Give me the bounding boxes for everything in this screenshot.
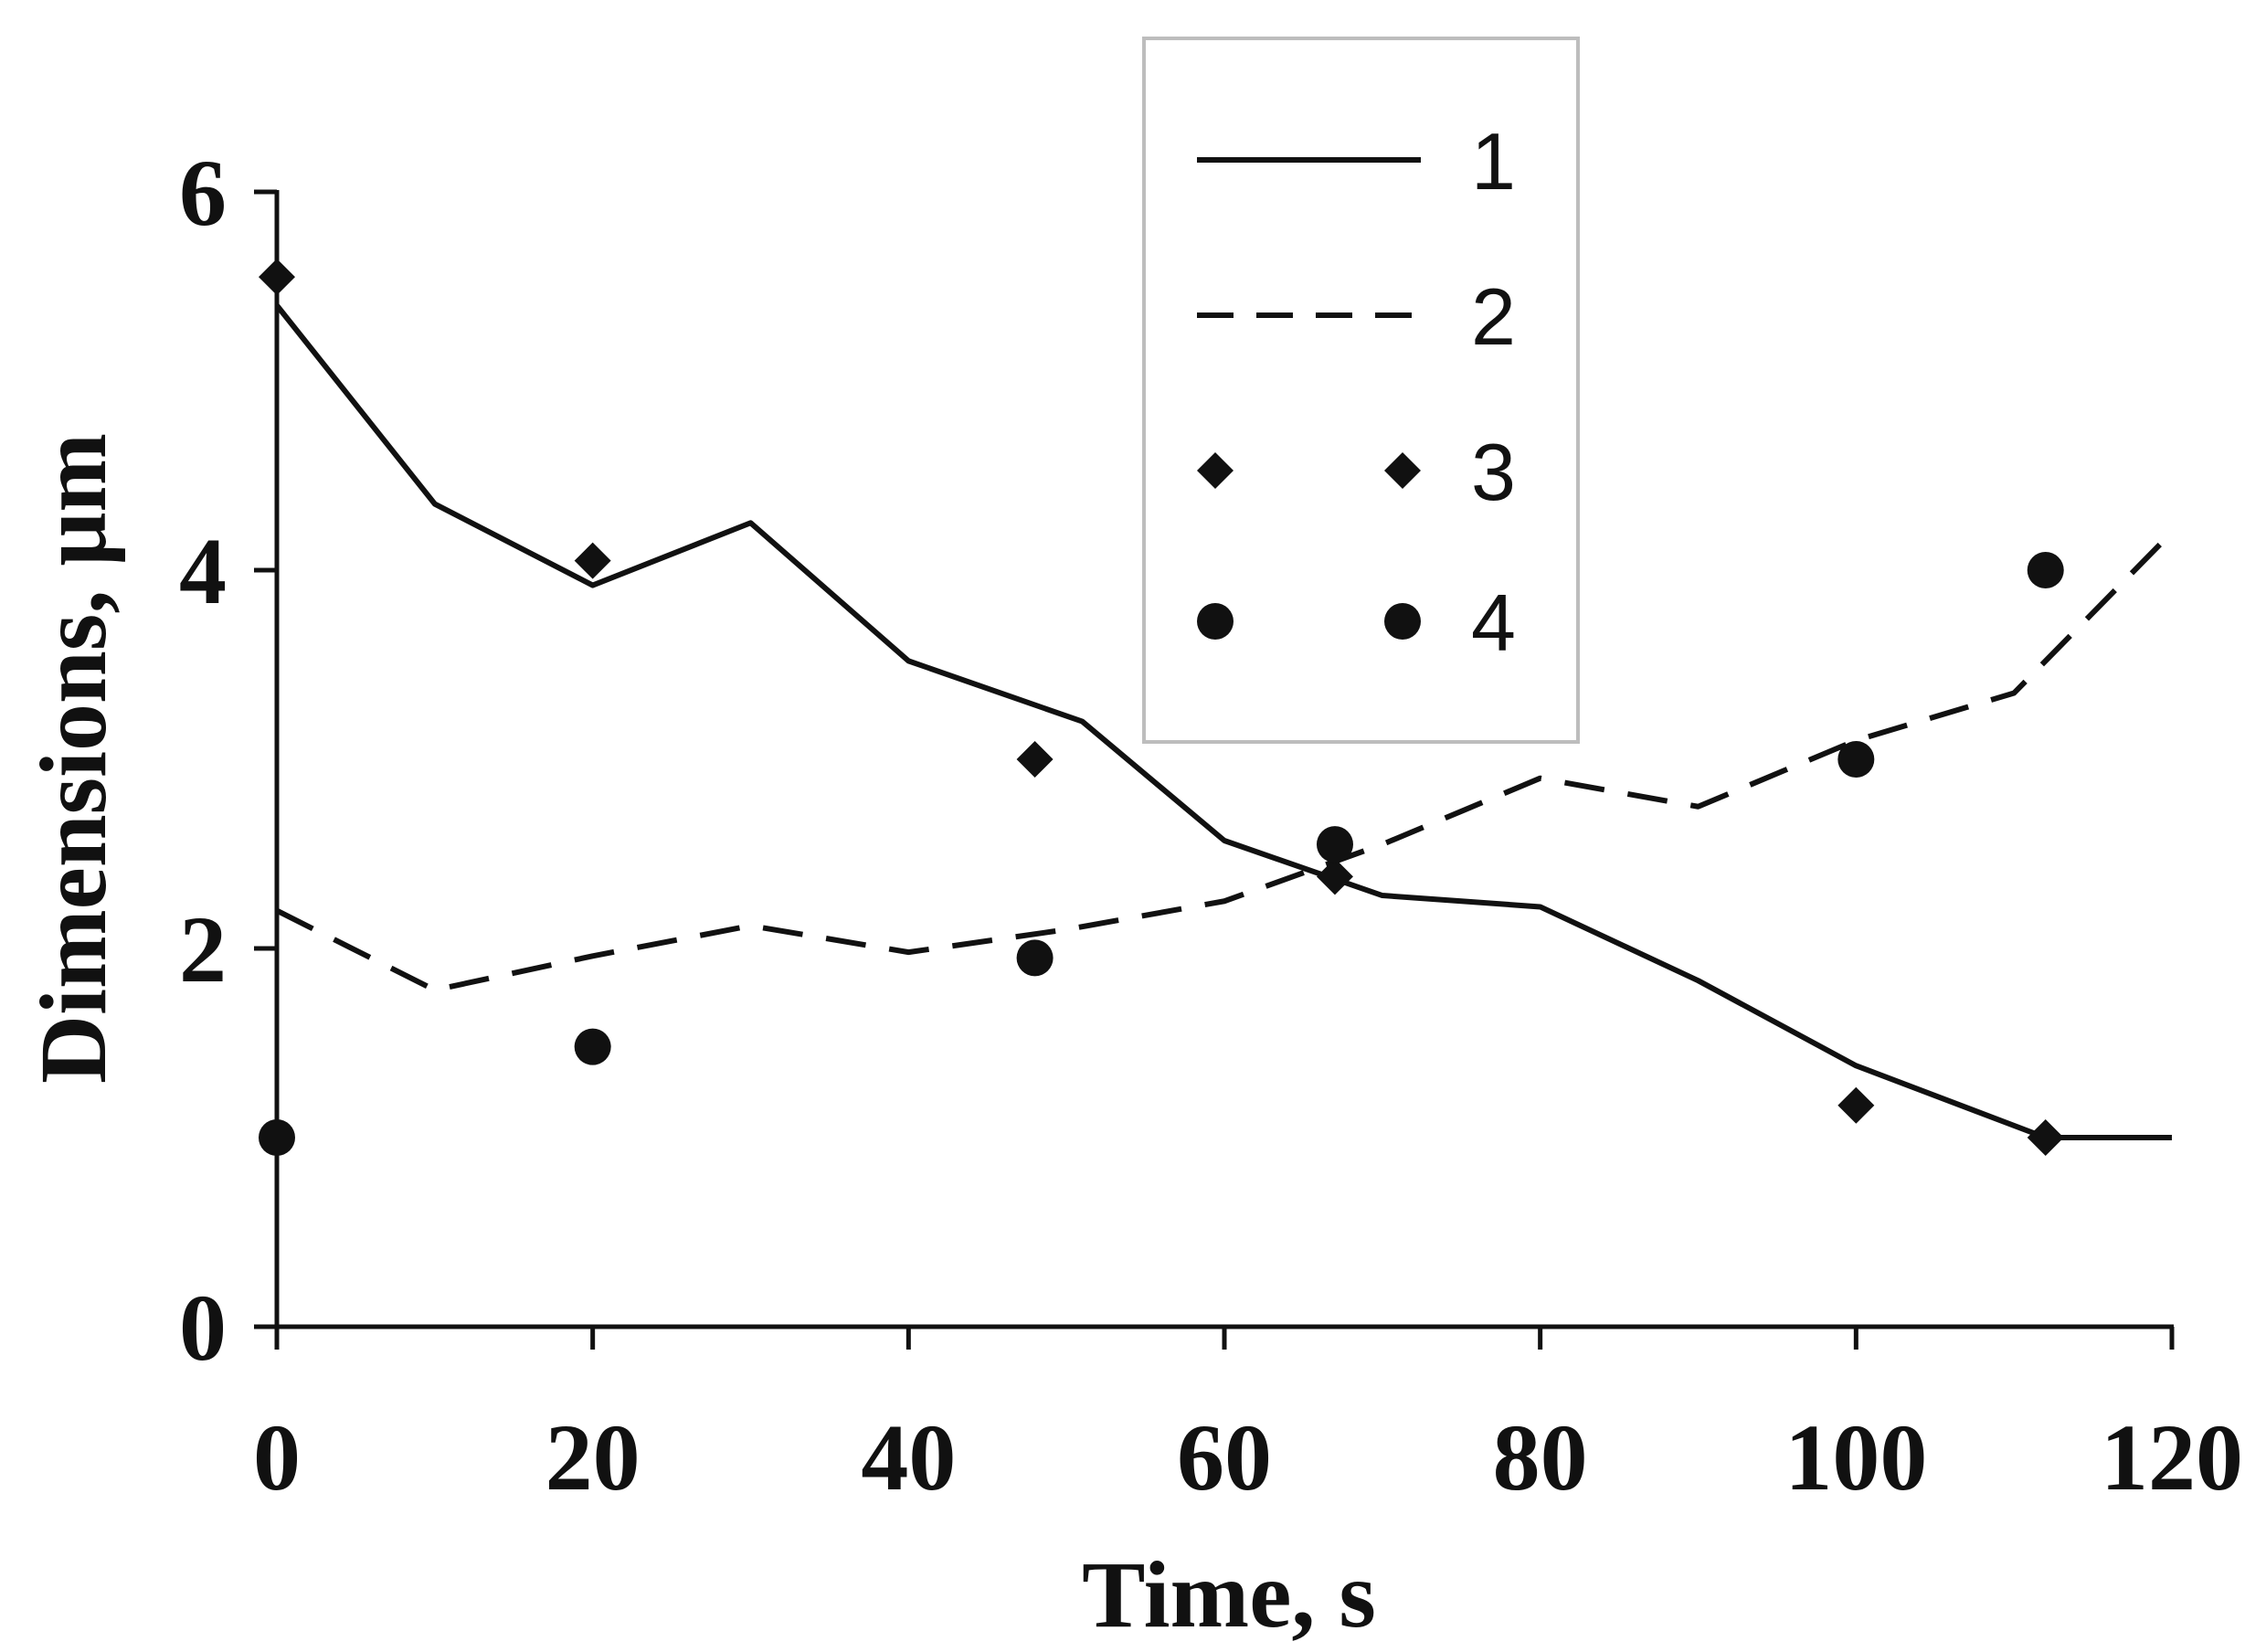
series-4-point: [2027, 552, 2064, 588]
series-4-point: [1316, 826, 1353, 863]
x-tick-label: 20: [545, 1405, 641, 1510]
y-axis-ticks: 0 2 4 6: [179, 141, 277, 1381]
series-4-point: [574, 1028, 611, 1065]
series-3-point: [574, 542, 611, 579]
series-3-point: [259, 259, 295, 296]
series-1: [274, 303, 2172, 1140]
legend-swatch: [1197, 603, 1234, 640]
series-4: [259, 552, 2064, 1156]
x-tick-label: 120: [2101, 1405, 2243, 1510]
series-4-point: [1016, 939, 1054, 977]
series-2: [275, 530, 2175, 993]
legend: 1 2 3 4: [1142, 37, 1580, 744]
series-3: [259, 259, 2064, 1156]
legend-label: 3: [1471, 427, 1516, 517]
legend-swatch: [1384, 603, 1421, 640]
y-tick-label: 2: [179, 897, 227, 1002]
legend-item-4: 4: [1197, 577, 1516, 668]
legend-swatch: [1197, 452, 1234, 489]
series-4-point: [1837, 741, 1875, 778]
x-axis-title: Time, s: [1082, 1542, 1376, 1647]
legend-item-1: 1: [1197, 116, 1516, 206]
y-tick-label: 0: [179, 1276, 227, 1381]
legend-item-3: 3: [1197, 427, 1516, 517]
plot-area: [259, 259, 2175, 1156]
legend-label: 1: [1471, 116, 1516, 206]
series-3-point: [2027, 1119, 2064, 1156]
x-tick-label: 100: [1784, 1405, 1927, 1510]
series-3-point: [1837, 1086, 1875, 1124]
series-2-line: [275, 530, 2175, 993]
x-tick-label: 40: [861, 1405, 956, 1510]
y-axis-title: Dimensions, μm: [21, 433, 126, 1084]
legend-item-2: 2: [1197, 271, 1516, 362]
legend-label: 4: [1471, 577, 1516, 668]
x-axis-ticks: 0 20 40 60 80 100 120: [253, 1327, 2243, 1510]
series-1-line: [274, 303, 2172, 1140]
series-4-point: [259, 1119, 295, 1156]
x-tick-label: 60: [1177, 1405, 1272, 1510]
y-tick-label: 6: [179, 141, 227, 246]
x-tick-label: 0: [253, 1405, 301, 1510]
series-3-point: [1016, 741, 1054, 778]
series-3-point: [1316, 858, 1353, 895]
x-tick-label: 80: [1493, 1405, 1588, 1510]
legend-label: 2: [1471, 271, 1516, 362]
legend-swatch: [1384, 452, 1421, 489]
y-tick-label: 4: [179, 519, 227, 624]
